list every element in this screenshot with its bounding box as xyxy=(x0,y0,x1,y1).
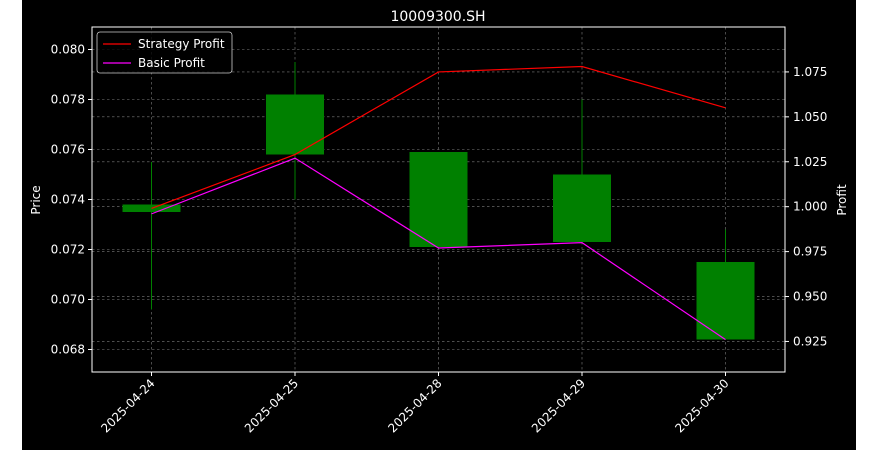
y-axis-label-left: Price xyxy=(29,185,43,214)
chart-title: 10009300.SH xyxy=(390,9,485,25)
y-axis-left: 0.068 0.070 0.072 0.074 0.076 0.078 0.080 xyxy=(51,43,92,357)
candle-body xyxy=(696,262,755,340)
candles xyxy=(122,62,755,340)
candle-body xyxy=(266,94,324,155)
profit-lines xyxy=(151,65,726,341)
y-tick-label-left: 0.078 xyxy=(51,93,85,107)
legend: Strategy Profit Basic Profit xyxy=(96,31,233,74)
series-line xyxy=(151,65,726,210)
legend-label: Basic Profit xyxy=(138,56,205,70)
y-tick-label-left: 0.070 xyxy=(51,293,85,307)
y-axis-label-right: Profit xyxy=(835,184,849,216)
candle-body xyxy=(553,174,611,242)
y-tick-label-right: 1.075 xyxy=(793,65,827,79)
y-tick-label-right: 1.000 xyxy=(793,200,827,214)
candle-body xyxy=(409,152,468,247)
y-tick-label-left: 0.068 xyxy=(51,343,85,357)
y-tick-label-left: 0.076 xyxy=(51,143,85,157)
y-tick-label-right: 1.050 xyxy=(793,110,827,124)
grid xyxy=(92,27,785,372)
series-line xyxy=(151,157,726,341)
y-tick-label-left: 0.080 xyxy=(51,43,85,57)
y-tick-label-right: 0.975 xyxy=(793,245,827,259)
y-tick-label-left: 0.074 xyxy=(51,193,85,207)
y-tick-label-right: 1.025 xyxy=(793,155,827,169)
legend-label: Strategy Profit xyxy=(138,37,225,51)
y-axis-right: 0.925 0.950 0.975 1.000 1.025 1.050 1.075 xyxy=(785,65,827,348)
y-tick-label-right: 0.950 xyxy=(793,290,827,304)
y-tick-label-left: 0.072 xyxy=(51,243,85,257)
y-tick-label-right: 0.925 xyxy=(793,334,827,348)
